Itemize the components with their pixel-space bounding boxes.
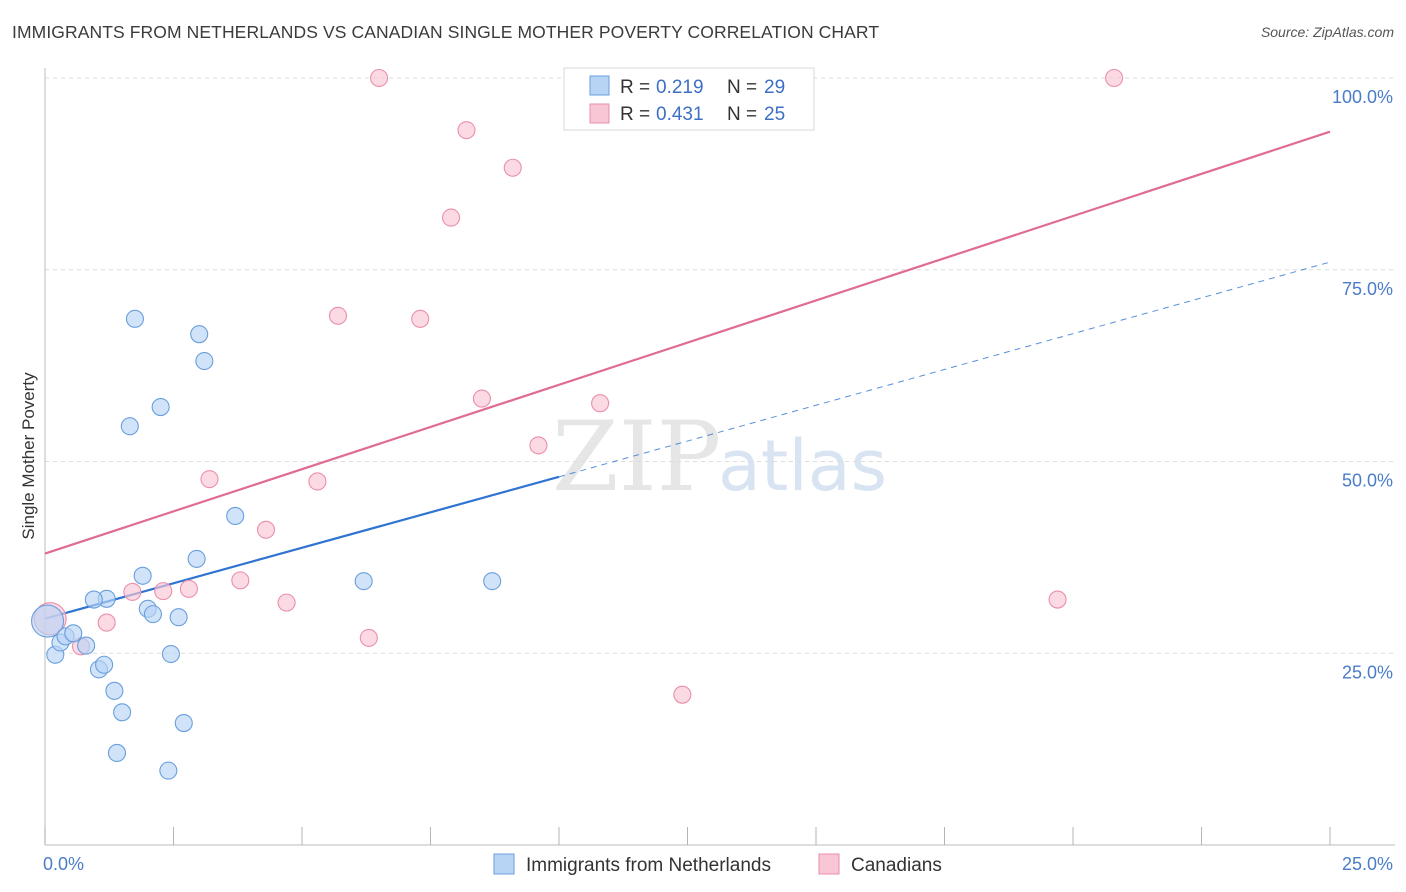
- legend-swatch-blue: [589, 75, 610, 96]
- legend-r-value-2: 0.431: [656, 104, 704, 125]
- point-canadians: [442, 208, 461, 227]
- legend-n-label-2: N =: [727, 104, 757, 125]
- trend-line-netherlands-extrapolated: [558, 261, 1331, 478]
- point-canadians: [200, 470, 219, 489]
- y-axis-label: Single Mother Poverty: [19, 372, 38, 540]
- bottom-legend-label-1: Immigrants from Netherlands: [526, 855, 771, 876]
- data-points: [31, 68, 1124, 780]
- legend-n-value-2: 25: [764, 104, 785, 125]
- point-canadians: [370, 68, 389, 88]
- point-canadians: [673, 685, 692, 704]
- point-netherlands: [151, 397, 170, 417]
- legend-r-label-2: R =: [620, 104, 650, 125]
- point-canadians: [277, 593, 296, 612]
- bottom-legend-swatch-blue: [493, 853, 515, 875]
- point-netherlands: [120, 417, 139, 436]
- point-netherlands: [187, 549, 206, 568]
- point-netherlands: [77, 636, 96, 655]
- point-canadians: [359, 628, 378, 647]
- chart-title: IMMIGRANTS FROM NETHERLANDS VS CANADIAN …: [12, 22, 880, 42]
- x-tick-label-max: 25.0%: [1342, 854, 1393, 874]
- point-canadians: [256, 520, 276, 539]
- point-canadians: [97, 613, 116, 632]
- point-canadians: [328, 306, 348, 325]
- point-netherlands: [174, 713, 193, 733]
- point-canadians: [179, 579, 198, 598]
- trend-lines: [44, 130, 1331, 620]
- grid: [45, 77, 1395, 654]
- axes: [44, 68, 1395, 846]
- legend-r-value-1: 0.219: [656, 77, 704, 98]
- y-tick-label: 50.0%: [1342, 471, 1393, 491]
- point-canadians: [123, 582, 142, 601]
- legend-r-label-1: R =: [620, 77, 650, 98]
- point-netherlands: [107, 743, 127, 763]
- point-netherlands: [143, 605, 162, 624]
- point-netherlands: [159, 761, 178, 780]
- legend-swatch-pink: [589, 103, 610, 124]
- point-canadians: [308, 472, 327, 491]
- tick-labels: 25.0% 50.0% 75.0% 100.0% 0.0% 25.0%: [43, 87, 1393, 874]
- point-netherlands: [105, 681, 124, 700]
- point-canadians: [411, 309, 430, 328]
- point-canadians: [154, 582, 173, 601]
- trend-line-netherlands: [44, 475, 560, 620]
- x-tick-label-min: 0.0%: [43, 854, 84, 874]
- point-canadians: [529, 436, 548, 455]
- point-netherlands: [133, 566, 152, 585]
- legend: R = 0.219 N = 29 R = 0.431 N = 25: [563, 67, 815, 131]
- point-netherlands: [195, 351, 214, 371]
- point-netherlands: [483, 572, 502, 591]
- point-netherlands: [84, 590, 103, 609]
- point-netherlands: [169, 608, 188, 627]
- point-canadians: [231, 571, 250, 590]
- y-tick-label: 25.0%: [1342, 662, 1393, 682]
- point-netherlands: [95, 655, 114, 674]
- bottom-legend-swatch-pink: [818, 853, 840, 875]
- point-canadians: [1048, 590, 1067, 609]
- bottom-legend: Immigrants from Netherlands Canadians: [493, 853, 942, 876]
- watermark-zip: ZIP: [552, 401, 721, 513]
- source-label: Source: ZipAtlas.com: [1260, 24, 1394, 40]
- point-netherlands: [113, 703, 132, 722]
- bottom-legend-label-2: Canadians: [851, 855, 942, 876]
- y-tick-label: 75.0%: [1342, 279, 1393, 299]
- point-canadians: [457, 121, 476, 140]
- point-netherlands: [226, 506, 245, 526]
- point-netherlands: [161, 644, 180, 664]
- point-netherlands: [190, 325, 209, 344]
- point-canadians: [591, 394, 610, 413]
- point-canadians: [472, 389, 491, 408]
- watermark-atlas: atlas: [718, 425, 887, 507]
- legend-n-value-1: 29: [764, 77, 785, 98]
- y-tick-label: 100.0%: [1332, 87, 1393, 107]
- point-netherlands: [64, 624, 83, 643]
- point-canadians: [1105, 68, 1124, 88]
- point-canadians: [503, 158, 522, 177]
- trend-line-canadians: [44, 130, 1331, 555]
- legend-n-label-1: N =: [727, 77, 757, 98]
- point-netherlands: [125, 309, 144, 328]
- point-netherlands: [31, 604, 65, 638]
- point-netherlands: [354, 572, 373, 591]
